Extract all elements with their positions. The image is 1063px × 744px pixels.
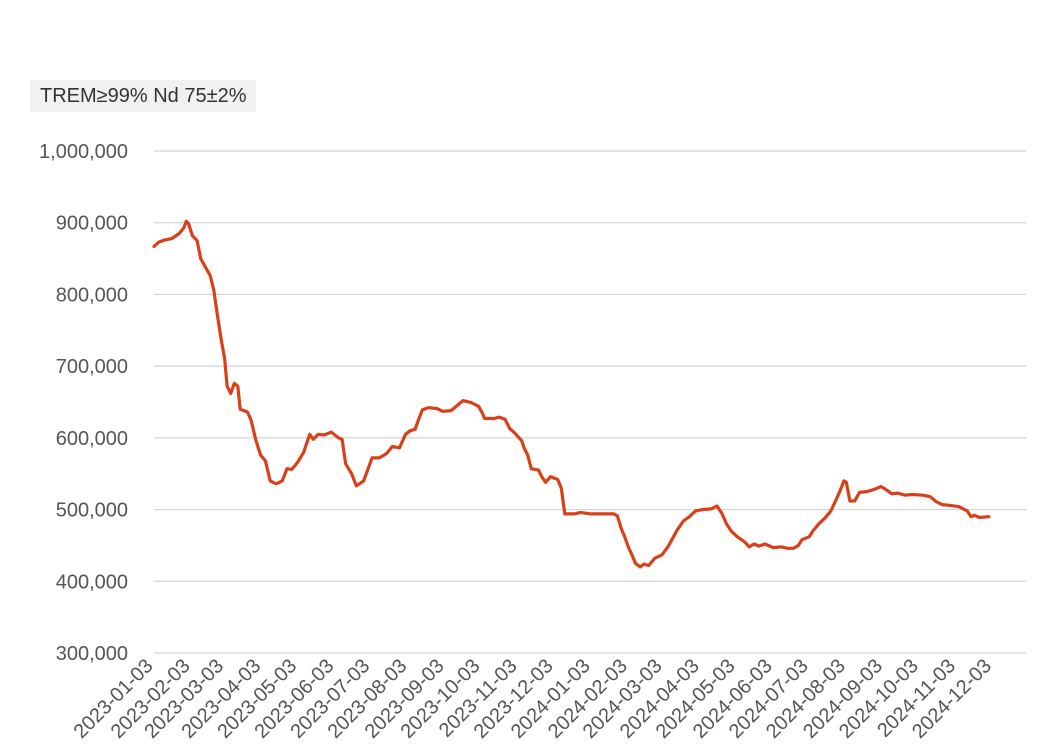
series-layer (152, 219, 991, 569)
x-axis-ticks: 2023-01-032023-02-032023-03-032023-04-03… (70, 655, 996, 743)
series-line (152, 219, 991, 569)
y-tick-label: 900,000 (56, 213, 128, 235)
y-tick-label: 300,000 (56, 643, 128, 665)
y-axis-ticks: 300,000 400,000 500,000 600,000 700,000 800,0… (39, 141, 128, 665)
y-tick-label: 400,000 (56, 571, 128, 593)
chart-title: TREM≥99% Nd 75±2% (30, 80, 257, 112)
y-tick-label: 600,000 (56, 428, 128, 450)
y-tick-label: 500,000 (56, 500, 128, 522)
gridlines (154, 150, 1026, 654)
y-tick-label: 700,000 (56, 356, 128, 378)
y-tick-label: 1,000,000 (39, 141, 128, 163)
y-tick-label: 800,000 (56, 284, 128, 306)
